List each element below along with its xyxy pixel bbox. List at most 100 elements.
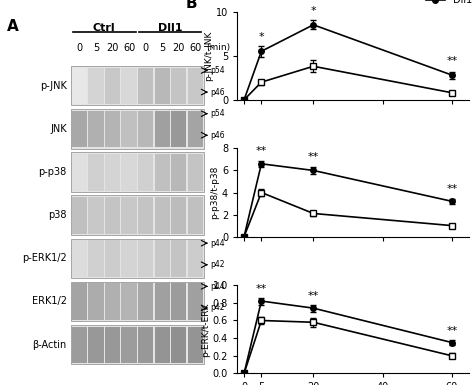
Text: 20: 20 — [106, 43, 118, 53]
Text: (min): (min) — [206, 43, 230, 52]
FancyBboxPatch shape — [88, 326, 103, 363]
FancyBboxPatch shape — [138, 197, 153, 234]
FancyBboxPatch shape — [105, 283, 120, 320]
FancyBboxPatch shape — [71, 109, 204, 149]
FancyBboxPatch shape — [188, 111, 203, 147]
FancyBboxPatch shape — [138, 240, 153, 277]
Text: β-Actin: β-Actin — [32, 340, 67, 350]
Text: p-JNK: p-JNK — [40, 80, 67, 90]
Y-axis label: p-ERK/t-ERK: p-ERK/t-ERK — [201, 302, 210, 357]
Text: 0: 0 — [76, 43, 82, 53]
Text: p54: p54 — [210, 66, 225, 75]
FancyBboxPatch shape — [88, 240, 103, 277]
FancyBboxPatch shape — [188, 197, 203, 234]
Text: 60: 60 — [189, 43, 201, 53]
FancyBboxPatch shape — [71, 152, 204, 192]
FancyBboxPatch shape — [155, 68, 170, 104]
Text: ERK1/2: ERK1/2 — [32, 296, 67, 306]
Text: **: ** — [447, 326, 457, 336]
FancyBboxPatch shape — [105, 240, 120, 277]
Text: p46: p46 — [210, 131, 225, 140]
Text: 5: 5 — [93, 43, 99, 53]
FancyBboxPatch shape — [121, 283, 137, 320]
FancyBboxPatch shape — [188, 326, 203, 363]
FancyBboxPatch shape — [88, 111, 103, 147]
FancyBboxPatch shape — [121, 240, 137, 277]
Text: p54: p54 — [210, 109, 225, 118]
FancyBboxPatch shape — [105, 326, 120, 363]
Text: **: ** — [308, 152, 319, 162]
FancyBboxPatch shape — [88, 68, 103, 104]
FancyBboxPatch shape — [88, 154, 103, 191]
Text: *: * — [310, 6, 316, 16]
FancyBboxPatch shape — [155, 240, 170, 277]
Text: p44: p44 — [210, 282, 225, 291]
FancyBboxPatch shape — [72, 68, 87, 104]
Text: 0: 0 — [143, 43, 149, 53]
FancyBboxPatch shape — [171, 326, 186, 363]
FancyBboxPatch shape — [171, 111, 186, 147]
Text: JNK: JNK — [50, 124, 67, 134]
FancyBboxPatch shape — [188, 283, 203, 320]
Text: **: ** — [308, 291, 319, 301]
FancyBboxPatch shape — [171, 240, 186, 277]
Text: p44: p44 — [210, 239, 225, 248]
Text: 5: 5 — [159, 43, 165, 53]
Text: p42: p42 — [210, 303, 225, 313]
Text: **: ** — [256, 284, 267, 294]
FancyBboxPatch shape — [155, 111, 170, 147]
FancyBboxPatch shape — [138, 111, 153, 147]
FancyBboxPatch shape — [121, 326, 137, 363]
Text: 60: 60 — [123, 43, 135, 53]
FancyBboxPatch shape — [155, 197, 170, 234]
Text: **: ** — [447, 184, 457, 194]
Text: Ctrl: Ctrl — [93, 23, 116, 33]
Text: Dll1: Dll1 — [158, 23, 183, 33]
Text: p38: p38 — [48, 210, 67, 220]
FancyBboxPatch shape — [105, 197, 120, 234]
FancyBboxPatch shape — [71, 195, 204, 235]
FancyBboxPatch shape — [105, 154, 120, 191]
FancyBboxPatch shape — [171, 283, 186, 320]
Text: p-ERK1/2: p-ERK1/2 — [22, 253, 67, 263]
FancyBboxPatch shape — [171, 197, 186, 234]
Text: p-p38: p-p38 — [38, 167, 67, 177]
Text: p42: p42 — [210, 260, 225, 269]
Text: p46: p46 — [210, 87, 225, 97]
Text: 20: 20 — [173, 43, 185, 53]
FancyBboxPatch shape — [155, 283, 170, 320]
FancyBboxPatch shape — [171, 68, 186, 104]
FancyBboxPatch shape — [72, 197, 87, 234]
FancyBboxPatch shape — [155, 154, 170, 191]
FancyBboxPatch shape — [138, 68, 153, 104]
FancyBboxPatch shape — [155, 326, 170, 363]
FancyBboxPatch shape — [188, 240, 203, 277]
FancyBboxPatch shape — [121, 197, 137, 234]
FancyBboxPatch shape — [188, 154, 203, 191]
FancyBboxPatch shape — [71, 66, 204, 105]
FancyBboxPatch shape — [105, 111, 120, 147]
Y-axis label: p-p38/t-p38: p-p38/t-p38 — [210, 166, 219, 219]
Text: *: * — [259, 32, 264, 42]
FancyBboxPatch shape — [121, 154, 137, 191]
FancyBboxPatch shape — [71, 239, 204, 278]
FancyBboxPatch shape — [72, 154, 87, 191]
FancyBboxPatch shape — [121, 68, 137, 104]
FancyBboxPatch shape — [171, 154, 186, 191]
FancyBboxPatch shape — [72, 326, 87, 363]
FancyBboxPatch shape — [72, 283, 87, 320]
Text: B: B — [186, 0, 198, 11]
FancyBboxPatch shape — [138, 283, 153, 320]
FancyBboxPatch shape — [88, 283, 103, 320]
Y-axis label: p-JNK/t-JNK: p-JNK/t-JNK — [204, 30, 213, 81]
FancyBboxPatch shape — [72, 111, 87, 147]
FancyBboxPatch shape — [71, 282, 204, 321]
FancyBboxPatch shape — [71, 325, 204, 364]
Legend: Ctrl, Dll1: Ctrl, Dll1 — [422, 0, 474, 9]
FancyBboxPatch shape — [105, 68, 120, 104]
FancyBboxPatch shape — [138, 154, 153, 191]
FancyBboxPatch shape — [88, 197, 103, 234]
Text: **: ** — [447, 56, 457, 66]
FancyBboxPatch shape — [138, 326, 153, 363]
Text: **: ** — [256, 146, 267, 156]
